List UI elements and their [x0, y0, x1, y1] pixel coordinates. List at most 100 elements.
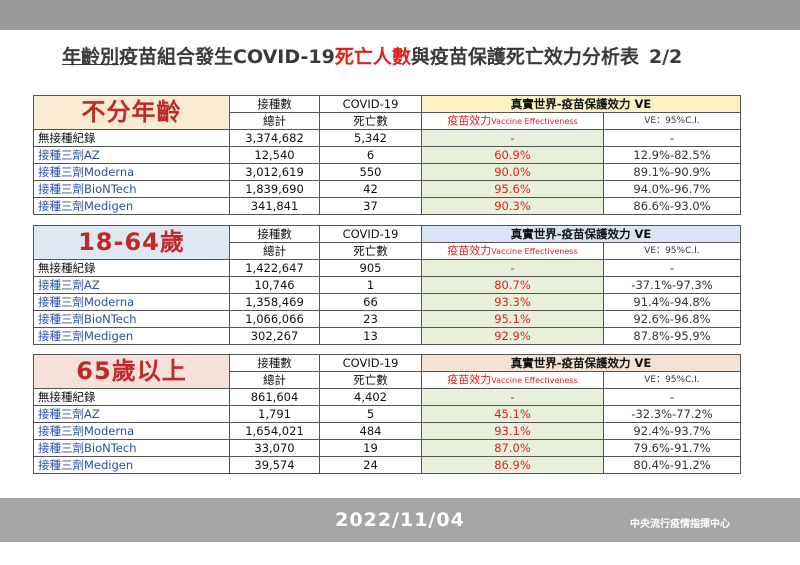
- table-all-ages: 不分年齡 接種數 COVID-19 真實世界-疫苗保護效力 VE 總計 死亡數 …: [33, 95, 741, 215]
- row-label: 接種三劑Moderna: [33, 163, 230, 181]
- ve-cell: 93.1%: [421, 422, 604, 440]
- doses-cell: 1,654,021: [229, 422, 320, 440]
- doses-cell: 1,358,469: [229, 293, 320, 311]
- row-label: 接種三劑Medigen: [33, 197, 230, 215]
- deaths-cell: 905: [319, 259, 422, 277]
- ve-label-zh: 疫苗效力: [447, 244, 492, 257]
- doses-cell: 3,374,682: [229, 129, 320, 147]
- deaths-cell: 19: [319, 439, 422, 457]
- table-row: 接種三劑Medigen 39,574 24 86.9% 80.4%-91.2%: [33, 456, 741, 474]
- row-label: 接種三劑BioNTech: [33, 310, 230, 328]
- table-row: 接種三劑AZ 1,791 5 45.1% -32.3%-77.2%: [33, 405, 741, 423]
- ve-cell: -: [421, 129, 604, 147]
- ci-cell: -: [603, 129, 741, 147]
- doses-cell: 1,066,066: [229, 310, 320, 328]
- ve-cell: 93.3%: [421, 293, 604, 311]
- header-ve-label: 疫苗效力Vaccine Effectiveness: [421, 242, 604, 260]
- deaths-cell: 24: [319, 456, 422, 474]
- ve-cell: 92.9%: [421, 327, 604, 345]
- header-deaths: 死亡數: [319, 112, 422, 130]
- doses-cell: 302,267: [229, 327, 320, 345]
- header-ci-label: VE：95%C.I.: [603, 371, 741, 389]
- ve-label-zh: 疫苗效力: [447, 373, 492, 386]
- row-label: 接種三劑AZ: [33, 146, 230, 164]
- row-label: 接種三劑Medigen: [33, 327, 230, 345]
- footer-bar: [0, 498, 800, 542]
- header-doses-total: 總計: [229, 112, 320, 130]
- doses-cell: 1,791: [229, 405, 320, 423]
- doses-cell: 1,422,647: [229, 259, 320, 277]
- ci-cell: 79.6%-91.7%: [603, 439, 741, 457]
- title-end-part: 與疫苗保護死亡效力分析表: [410, 46, 639, 68]
- ve-cell: 86.9%: [421, 456, 604, 474]
- header-deaths: 死亡數: [319, 371, 422, 389]
- ve-cell: 45.1%: [421, 405, 604, 423]
- ve-label-zh: 疫苗效力: [447, 114, 492, 127]
- header-covid: COVID-19: [319, 354, 422, 372]
- ci-cell: 80.4%-91.2%: [603, 456, 741, 474]
- header-ci-label: VE：95%C.I.: [603, 242, 741, 260]
- ci-cell: 89.1%-90.9%: [603, 163, 741, 181]
- ve-label-en: Vaccine Effectiveness: [491, 117, 578, 126]
- header-doses: 接種數: [229, 95, 320, 113]
- title-deaths-part: 死亡人數: [334, 46, 411, 68]
- deaths-cell: 484: [319, 422, 422, 440]
- group-label: 18-64歲: [33, 225, 230, 260]
- doses-cell: 12,540: [229, 146, 320, 164]
- ve-cell: 90.3%: [421, 197, 604, 215]
- header-ve-title: 真實世界-疫苗保護效力 VE: [421, 225, 741, 243]
- deaths-cell: 23: [319, 310, 422, 328]
- row-label: 接種三劑Moderna: [33, 422, 230, 440]
- ve-cell: -: [421, 388, 604, 406]
- ci-cell: -37.1%-97.3%: [603, 276, 741, 294]
- doses-cell: 861,604: [229, 388, 320, 406]
- table-row: 接種三劑AZ 10,746 1 80.7% -37.1%-97.3%: [33, 276, 741, 294]
- ve-cell: 95.6%: [421, 180, 604, 198]
- ci-cell: 94.0%-96.7%: [603, 180, 741, 198]
- ci-cell: 12.9%-82.5%: [603, 146, 741, 164]
- row-label: 接種三劑Moderna: [33, 293, 230, 311]
- table-row: 接種三劑BioNTech 1,839,690 42 95.6% 94.0%-96…: [33, 180, 741, 198]
- row-label: 接種三劑BioNTech: [33, 439, 230, 457]
- deaths-cell: 1: [319, 276, 422, 294]
- table-row: 無接種紀錄 1,422,647 905 - -: [33, 259, 741, 277]
- row-label: 無接種紀錄: [33, 259, 230, 277]
- title-age-part: 年齡別: [62, 46, 120, 68]
- ci-cell: 91.4%-94.8%: [603, 293, 741, 311]
- row-label: 接種三劑BioNTech: [33, 180, 230, 198]
- header-ve-label: 疫苗效力Vaccine Effectiveness: [421, 371, 604, 389]
- ci-cell: -32.3%-77.2%: [603, 405, 741, 423]
- table-row: 接種三劑Moderna 3,012,619 550 90.0% 89.1%-90…: [33, 163, 741, 181]
- ve-label-en: Vaccine Effectiveness: [491, 247, 578, 256]
- table-row: 無接種紀錄 861,604 4,402 - -: [33, 388, 741, 406]
- header-ve-label: 疫苗效力Vaccine Effectiveness: [421, 112, 604, 130]
- deaths-cell: 66: [319, 293, 422, 311]
- table-row: 接種三劑BioNTech 33,070 19 87.0% 79.6%-91.7%: [33, 439, 741, 457]
- header-covid: COVID-19: [319, 95, 422, 113]
- group-label: 不分年齡: [33, 95, 230, 130]
- table-age-65-plus: 65歲以上 接種數 COVID-19 真實世界-疫苗保護效力 VE 總計 死亡數…: [33, 354, 741, 474]
- row-label: 接種三劑Medigen: [33, 456, 230, 474]
- row-label: 接種三劑AZ: [33, 405, 230, 423]
- ve-label-en: Vaccine Effectiveness: [491, 376, 578, 385]
- top-banner: [0, 0, 800, 30]
- ci-cell: 92.6%-96.8%: [603, 310, 741, 328]
- row-label: 無接種紀錄: [33, 129, 230, 147]
- header-ve-title: 真實世界-疫苗保護效力 VE: [421, 354, 741, 372]
- header-ci-label: VE：95%C.I.: [603, 112, 741, 130]
- deaths-cell: 5,342: [319, 129, 422, 147]
- deaths-cell: 13: [319, 327, 422, 345]
- ci-cell: 86.6%-93.0%: [603, 197, 741, 215]
- doses-cell: 39,574: [229, 456, 320, 474]
- doses-cell: 10,746: [229, 276, 320, 294]
- table-row: 接種三劑Moderna 1,358,469 66 93.3% 91.4%-94.…: [33, 293, 741, 311]
- header-covid: COVID-19: [319, 225, 422, 243]
- deaths-cell: 37: [319, 197, 422, 215]
- header-doses-total: 總計: [229, 242, 320, 260]
- ve-cell: 90.0%: [421, 163, 604, 181]
- table-age-18-64: 18-64歲 接種數 COVID-19 真實世界-疫苗保護效力 VE 總計 死亡…: [33, 225, 741, 345]
- title-page-number: 2/2: [648, 46, 683, 68]
- ve-cell: 80.7%: [421, 276, 604, 294]
- ve-cell: -: [421, 259, 604, 277]
- ci-cell: -: [603, 388, 741, 406]
